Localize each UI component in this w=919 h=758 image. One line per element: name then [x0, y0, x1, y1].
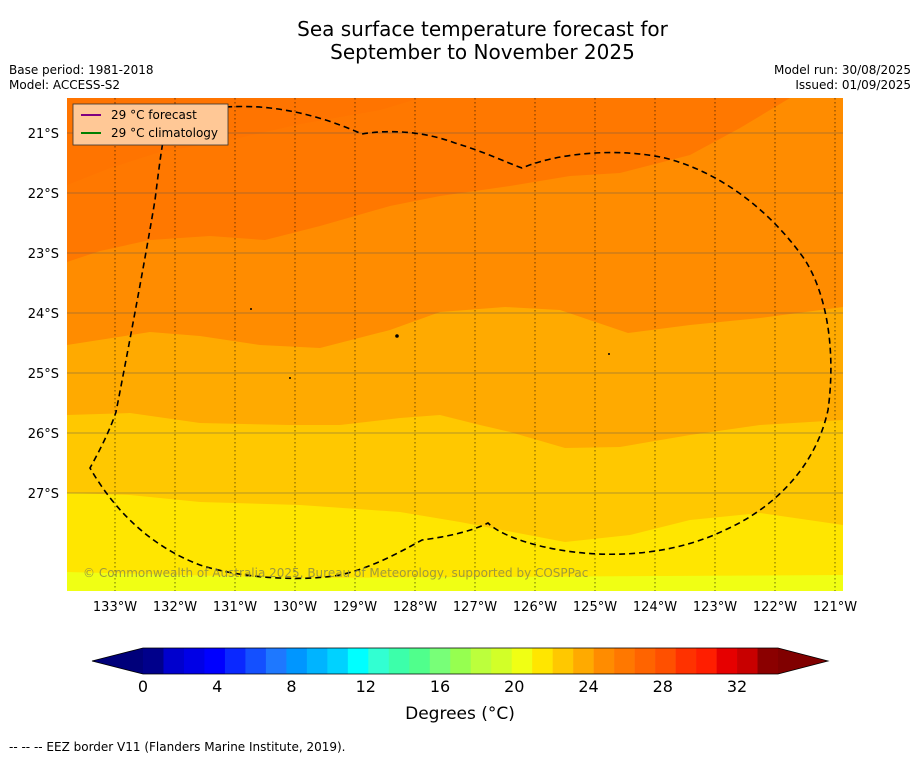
colorbar-swatch [450, 648, 472, 674]
lat-tick: 27°S [28, 487, 59, 502]
lat-tick: 26°S [28, 427, 59, 442]
colorbar-tick-label: 32 [726, 677, 748, 696]
legend-box: 29 °C forecast 29 °C climatology [72, 103, 229, 146]
colorbar-swatch [368, 648, 390, 674]
colorbar-title: Degrees (°C) [405, 704, 515, 724]
colorbar-swatch [655, 648, 676, 674]
colorbar-swatch [245, 648, 267, 674]
colorbar [91, 647, 830, 675]
colorbar-swatch [327, 648, 349, 674]
lon-tick: 123°W [693, 600, 737, 615]
lat-tick-labels: 21°S 22°S 23°S 24°S 25°S 26°S 27°S [28, 127, 59, 502]
colorbar-tick-label: 12 [355, 677, 376, 696]
lon-tick: 128°W [393, 600, 437, 615]
colorbar-tick-label: 4 [212, 677, 223, 696]
colorbar-under-arrow [92, 648, 143, 674]
title-line-2: September to November 2025 [330, 40, 635, 64]
colorbar-tick-label: 8 [286, 677, 297, 696]
colorbar-swatch [634, 648, 656, 674]
lon-tick: 121°W [813, 600, 857, 615]
legend-forecast-label: 29 °C forecast [111, 108, 197, 122]
colorbar-swatch [757, 648, 779, 674]
colorbar-swatch [593, 648, 615, 674]
colorbar-swatch [716, 648, 738, 674]
lat-tick: 21°S [28, 127, 59, 142]
colorbar-tick-label: 20 [504, 677, 525, 696]
islands [250, 308, 610, 379]
colorbar-swatch [470, 648, 492, 674]
lon-tick: 122°W [753, 600, 797, 615]
chart-title: Sea surface temperature forecast for Sep… [0, 18, 919, 64]
lat-tick: 24°S [28, 307, 59, 322]
lon-tick: 124°W [633, 600, 677, 615]
lon-tick: 126°W [513, 600, 557, 615]
colorbar-swatch [306, 648, 328, 674]
base-period: Base period: 1981-2018 [9, 63, 154, 77]
colorbar-swatch [491, 648, 513, 674]
colorbar-tick-label: 16 [429, 677, 451, 696]
lat-tick: 22°S [28, 187, 59, 202]
band-26-27 [67, 98, 790, 262]
colorbar-tick-label: 24 [578, 677, 599, 696]
colorbar-tick-label: 28 [652, 677, 673, 696]
colorbar-over-arrow [778, 648, 828, 674]
colorbar-swatch [614, 648, 635, 674]
colorbar-swatch [388, 648, 410, 674]
colorbar-swatch [204, 648, 226, 674]
lat-tick: 23°S [28, 247, 59, 262]
issued-date: Issued: 01/09/2025 [795, 78, 911, 92]
eez-footer-note: -- -- -- EEZ border V11 (Flanders Marine… [9, 740, 346, 754]
lon-tick: 125°W [573, 600, 617, 615]
colorbar-swatch [143, 648, 164, 674]
lon-tick: 127°W [453, 600, 497, 615]
copyright-watermark: © Commonwealth of Australia 2025, Bureau… [83, 566, 588, 580]
colorbar-swatch [552, 648, 574, 674]
colorbar-tick-label: 0 [137, 677, 149, 696]
lon-tick: 132°W [153, 600, 197, 615]
colorbar-swatch [183, 648, 205, 674]
colorbar-swatch [163, 648, 185, 674]
colorbar-swatch [696, 648, 717, 674]
lon-tick: 133°W [93, 600, 137, 615]
eez-border [89, 105, 832, 580]
meta-right: Model run: 30/08/2025 Issued: 01/09/2025 [774, 63, 911, 93]
colorbar-swatch [511, 648, 533, 674]
colorbar-swatch [675, 648, 697, 674]
lat-tick: 25°S [28, 367, 59, 382]
colorbar-swatch [737, 648, 758, 674]
colorbar-swatch [224, 648, 246, 674]
colorbar-swatch [429, 648, 451, 674]
colorbar-outline [91, 647, 830, 675]
colorbar-swatch [265, 648, 287, 674]
lon-tick: 130°W [273, 600, 317, 615]
lon-tick-labels: 133°W 132°W 131°W 130°W 129°W 128°W 127°… [93, 600, 857, 615]
title-line-1: Sea surface temperature forecast for [297, 17, 668, 41]
colorbar-swatch [409, 648, 431, 674]
model-name: Model: ACCESS-S2 [9, 78, 121, 92]
colorbar-swatch [573, 648, 594, 674]
colorbar-swatch [532, 648, 553, 674]
colorbar-swatch [347, 648, 369, 674]
colorbar-swatch [286, 648, 308, 674]
legend-climatology-label: 29 °C climatology [111, 126, 218, 140]
model-run: Model run: 30/08/2025 [773, 63, 911, 77]
lon-tick: 129°W [333, 600, 377, 615]
lon-tick: 131°W [213, 600, 257, 615]
map-plot [67, 98, 843, 591]
meta-left: Base period: 1981-2018 Model: ACCESS-S2 [9, 63, 154, 93]
